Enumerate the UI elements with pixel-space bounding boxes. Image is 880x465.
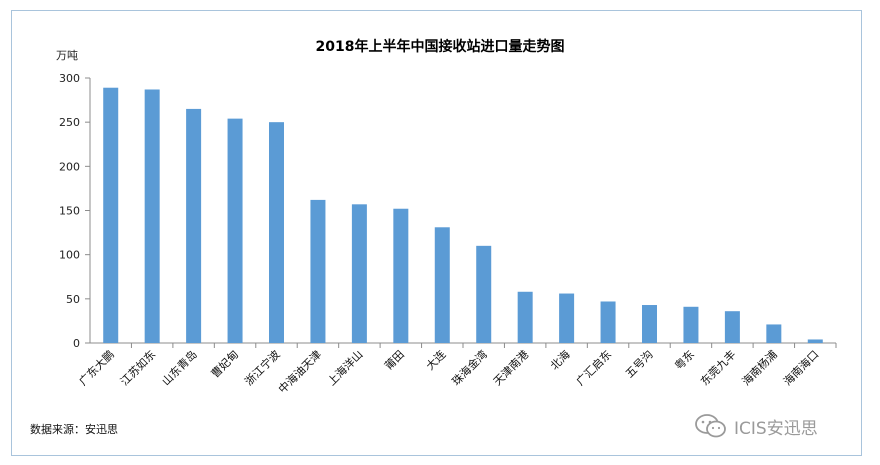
y-tick-label: 150 [59, 205, 80, 218]
y-tick-label: 200 [59, 160, 80, 173]
bar [310, 199, 326, 343]
chart-title: 2018年上半年中国接收站进口量走势图 [315, 39, 565, 55]
bar [434, 227, 450, 343]
y-tick-label: 300 [59, 72, 80, 85]
y-axis-unit-label: 万吨 [56, 49, 78, 62]
x-tick-label: 山东青岛 [159, 347, 200, 388]
bar [724, 311, 740, 343]
wechat-icon [695, 414, 726, 438]
bar [269, 122, 284, 344]
bar [559, 293, 575, 343]
bar [227, 118, 243, 343]
y-tick-label: 100 [59, 249, 80, 262]
x-tick-label: 曹妃甸 [208, 347, 241, 380]
x-tick-label: 粤东 [672, 347, 697, 372]
bar [393, 208, 409, 343]
x-tick-label: 海南杨浦 [739, 347, 780, 388]
x-tick-label: 上海洋山 [324, 347, 365, 388]
x-tick-label: 浙江宁波 [242, 347, 283, 388]
x-tick-label: 中海油天津 [275, 347, 324, 396]
bar [600, 301, 616, 343]
watermark-text: ICIS安迅思 [734, 418, 818, 439]
x-tick-label: 五号沟 [623, 348, 656, 381]
x-tick-label: 广东大鹏 [76, 347, 117, 388]
data-source-note: 数据来源：安迅思 [30, 423, 118, 436]
bar [144, 89, 160, 343]
x-tick-label: 江苏如东 [117, 347, 158, 388]
y-tick-label: 0 [73, 337, 80, 350]
y-tick-label: 250 [59, 116, 80, 129]
x-tick-label: 天津南港 [491, 348, 531, 388]
watermark: ICIS安迅思 [694, 413, 818, 439]
y-axis-ticks: 0 50 100 150 200 250 300 [59, 72, 90, 350]
axes [89, 78, 837, 348]
bar [807, 339, 823, 343]
bar [103, 87, 119, 343]
bar [517, 291, 533, 343]
y-tick-label: 50 [66, 293, 80, 306]
x-tick-label: 海南海口 [780, 347, 821, 388]
x-tick-label: 东莞九丰 [698, 348, 738, 388]
bar [766, 324, 782, 343]
x-tick-label: 莆田 [382, 348, 407, 373]
bar [186, 108, 202, 344]
bar [476, 245, 492, 343]
x-tick-label: 珠海金湾 [449, 347, 490, 388]
bar [683, 306, 699, 343]
x-tick-label: 大连 [423, 347, 448, 372]
bars [103, 87, 823, 344]
x-tick-label: 北海 [547, 347, 572, 372]
bar [642, 305, 657, 343]
chart-frame [11, 10, 862, 456]
bar [351, 204, 367, 343]
x-tick-label: 广汇启东 [574, 348, 614, 388]
